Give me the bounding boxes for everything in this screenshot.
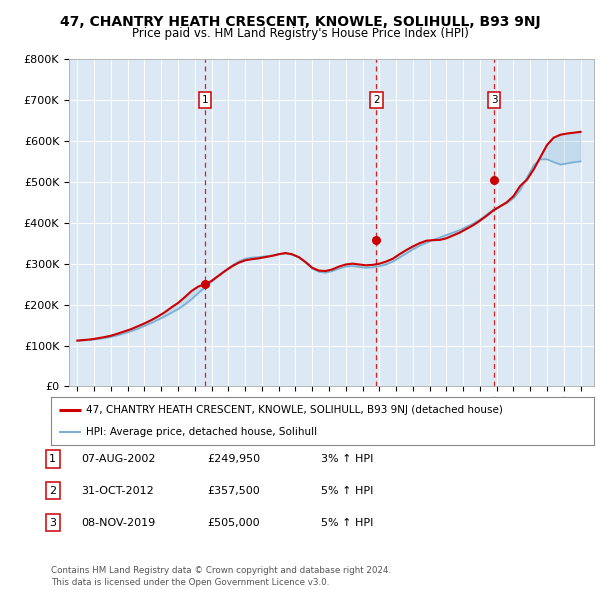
Text: 1: 1	[49, 454, 56, 464]
Text: 2: 2	[373, 95, 380, 105]
Text: 3% ↑ HPI: 3% ↑ HPI	[321, 454, 373, 464]
Text: £249,950: £249,950	[207, 454, 260, 464]
Text: £505,000: £505,000	[207, 518, 260, 527]
Text: 07-AUG-2002: 07-AUG-2002	[81, 454, 155, 464]
Text: 1: 1	[202, 95, 208, 105]
Text: Price paid vs. HM Land Registry's House Price Index (HPI): Price paid vs. HM Land Registry's House …	[131, 27, 469, 40]
Text: 5% ↑ HPI: 5% ↑ HPI	[321, 486, 373, 496]
Text: 47, CHANTRY HEATH CRESCENT, KNOWLE, SOLIHULL, B93 9NJ: 47, CHANTRY HEATH CRESCENT, KNOWLE, SOLI…	[59, 15, 541, 29]
Text: 2: 2	[49, 486, 56, 496]
Text: £357,500: £357,500	[207, 486, 260, 496]
Text: 47, CHANTRY HEATH CRESCENT, KNOWLE, SOLIHULL, B93 9NJ (detached house): 47, CHANTRY HEATH CRESCENT, KNOWLE, SOLI…	[86, 405, 503, 415]
Text: 3: 3	[491, 95, 497, 105]
Text: HPI: Average price, detached house, Solihull: HPI: Average price, detached house, Soli…	[86, 427, 317, 437]
Text: Contains HM Land Registry data © Crown copyright and database right 2024.
This d: Contains HM Land Registry data © Crown c…	[51, 566, 391, 587]
Text: 08-NOV-2019: 08-NOV-2019	[81, 518, 155, 527]
Text: 3: 3	[49, 518, 56, 527]
Text: 31-OCT-2012: 31-OCT-2012	[81, 486, 154, 496]
Text: 5% ↑ HPI: 5% ↑ HPI	[321, 518, 373, 527]
